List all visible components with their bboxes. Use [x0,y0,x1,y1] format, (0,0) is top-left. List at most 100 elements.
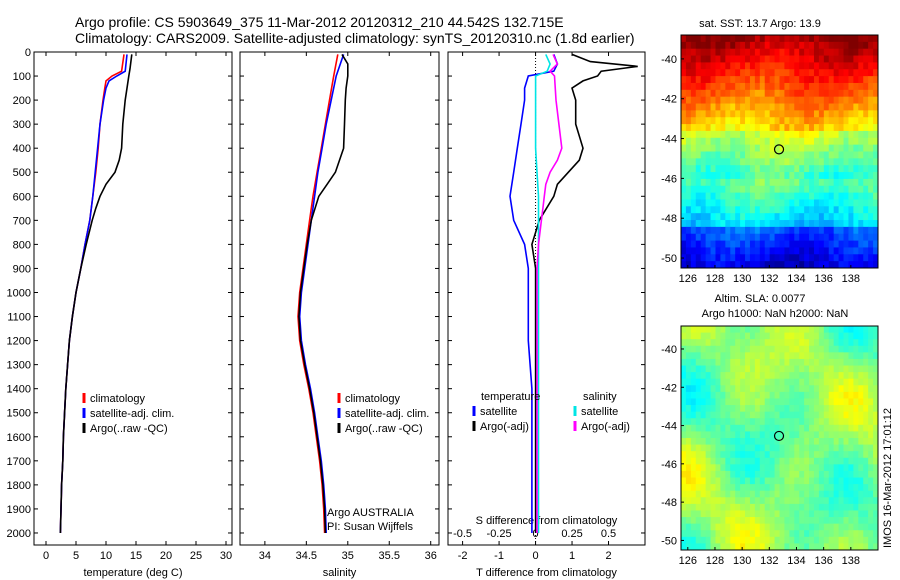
argo-location-marker [773,144,785,155]
heatmap-cell [804,103,810,111]
heatmap-cell [740,391,746,399]
heatmap-cell [828,424,835,432]
heatmap-cell [740,444,746,452]
heatmap-cell [804,424,810,432]
heatmap-cell [759,431,766,439]
heatmap-cell [809,424,815,432]
heatmap-cell [794,517,800,525]
heatmap-cell [789,339,795,347]
heatmap-cell [745,503,751,511]
heatmap-cell [759,391,766,399]
heatmap-cell [838,185,844,194]
heatmap-cell [735,497,741,505]
heatmap-cell [794,199,800,207]
heatmap-cell [843,261,849,269]
heatmap-cell [685,172,692,180]
heatmap-cell [769,517,775,525]
heatmap-cell [685,62,692,70]
heatmap-cell [754,240,761,248]
heatmap-cell [868,96,874,104]
heatmap-cell [799,103,805,111]
heatmap-cell [705,543,711,551]
heatmap-cell [690,35,697,43]
heatmap-cell [685,372,692,380]
heatmap-cell [838,484,844,492]
heatmap-cell [690,464,697,472]
heatmap-cell [804,503,810,511]
heatmap-cell [784,165,790,173]
heatmap-cell [804,82,810,91]
heatmap-cell [873,206,879,214]
heatmap-cell [789,172,795,180]
heatmap-cell [759,165,766,173]
heatmap-cell [749,48,756,56]
heatmap-cell [848,226,854,235]
heatmap-cell [695,165,702,173]
heatmap-cell [700,438,707,445]
heatmap-cell [759,326,766,333]
heatmap-cell [749,365,756,373]
heatmap-cell [685,326,692,333]
heatmap-cell [838,158,844,166]
heatmap-cell [749,240,756,248]
heatmap-cell [681,213,687,221]
heatmap-cell [695,345,702,353]
heatmap-cell [685,226,692,235]
heatmap-cell [759,220,766,228]
heatmap-cell [863,517,869,525]
heatmap-cell [764,151,771,159]
heatmap-cell [735,178,741,187]
heatmap-cell [809,332,815,340]
heatmap-cell [735,226,741,235]
heatmap-cell [848,365,854,373]
heatmap-cell [868,372,874,380]
heatmap-cell [769,62,775,70]
heatmap-cell [853,365,859,373]
heatmap-cell [784,503,790,511]
heatmap-cell [740,76,746,84]
heatmap-cell [715,158,721,166]
heatmap-cell [838,247,844,255]
heatmap-cell [863,41,869,50]
heatmap-cell [710,332,716,340]
heatmap-cell [833,451,839,459]
heatmap-cell [749,378,756,386]
heatmap-cell [720,82,726,91]
heatmap-cell [769,233,775,241]
heatmap-cell [710,35,716,43]
heatmap-cell [868,378,874,386]
heatmap-cell [720,470,726,478]
heatmap-cell [710,240,716,248]
heatmap-cell [779,158,785,166]
heatmap-cell [690,358,697,366]
heatmap-cell [725,144,731,152]
heatmap-cell [858,405,864,413]
heatmap-cell [789,477,795,485]
heatmap-cell [730,82,736,91]
heatmap-cell [705,451,711,459]
heatmap-cell [710,378,716,386]
heatmap-cell [730,48,736,56]
heatmap-cell [848,41,854,50]
heatmap-cell [818,332,825,340]
heatmap-cell [749,332,756,340]
heatmap-cell [690,444,697,452]
heatmap-cell [833,55,839,63]
heatmap-cell [730,35,736,43]
heatmap-cell [848,165,854,173]
heatmap-cell [868,398,874,406]
heatmap-cell [700,477,707,485]
heatmap-cell [685,213,692,221]
heatmap-cell [863,165,869,173]
heatmap-cell [769,158,775,166]
heatmap-cell [868,477,874,485]
heatmap-cell [690,69,697,77]
heatmap-cell [754,484,761,492]
heatmap-cell [789,69,795,77]
heatmap-cell [749,110,756,118]
heatmap-cell [813,247,820,255]
heatmap-cell [823,339,830,347]
heatmap-cell [695,503,702,511]
heatmap-cell [730,523,736,531]
heatmap-cell [681,378,687,386]
